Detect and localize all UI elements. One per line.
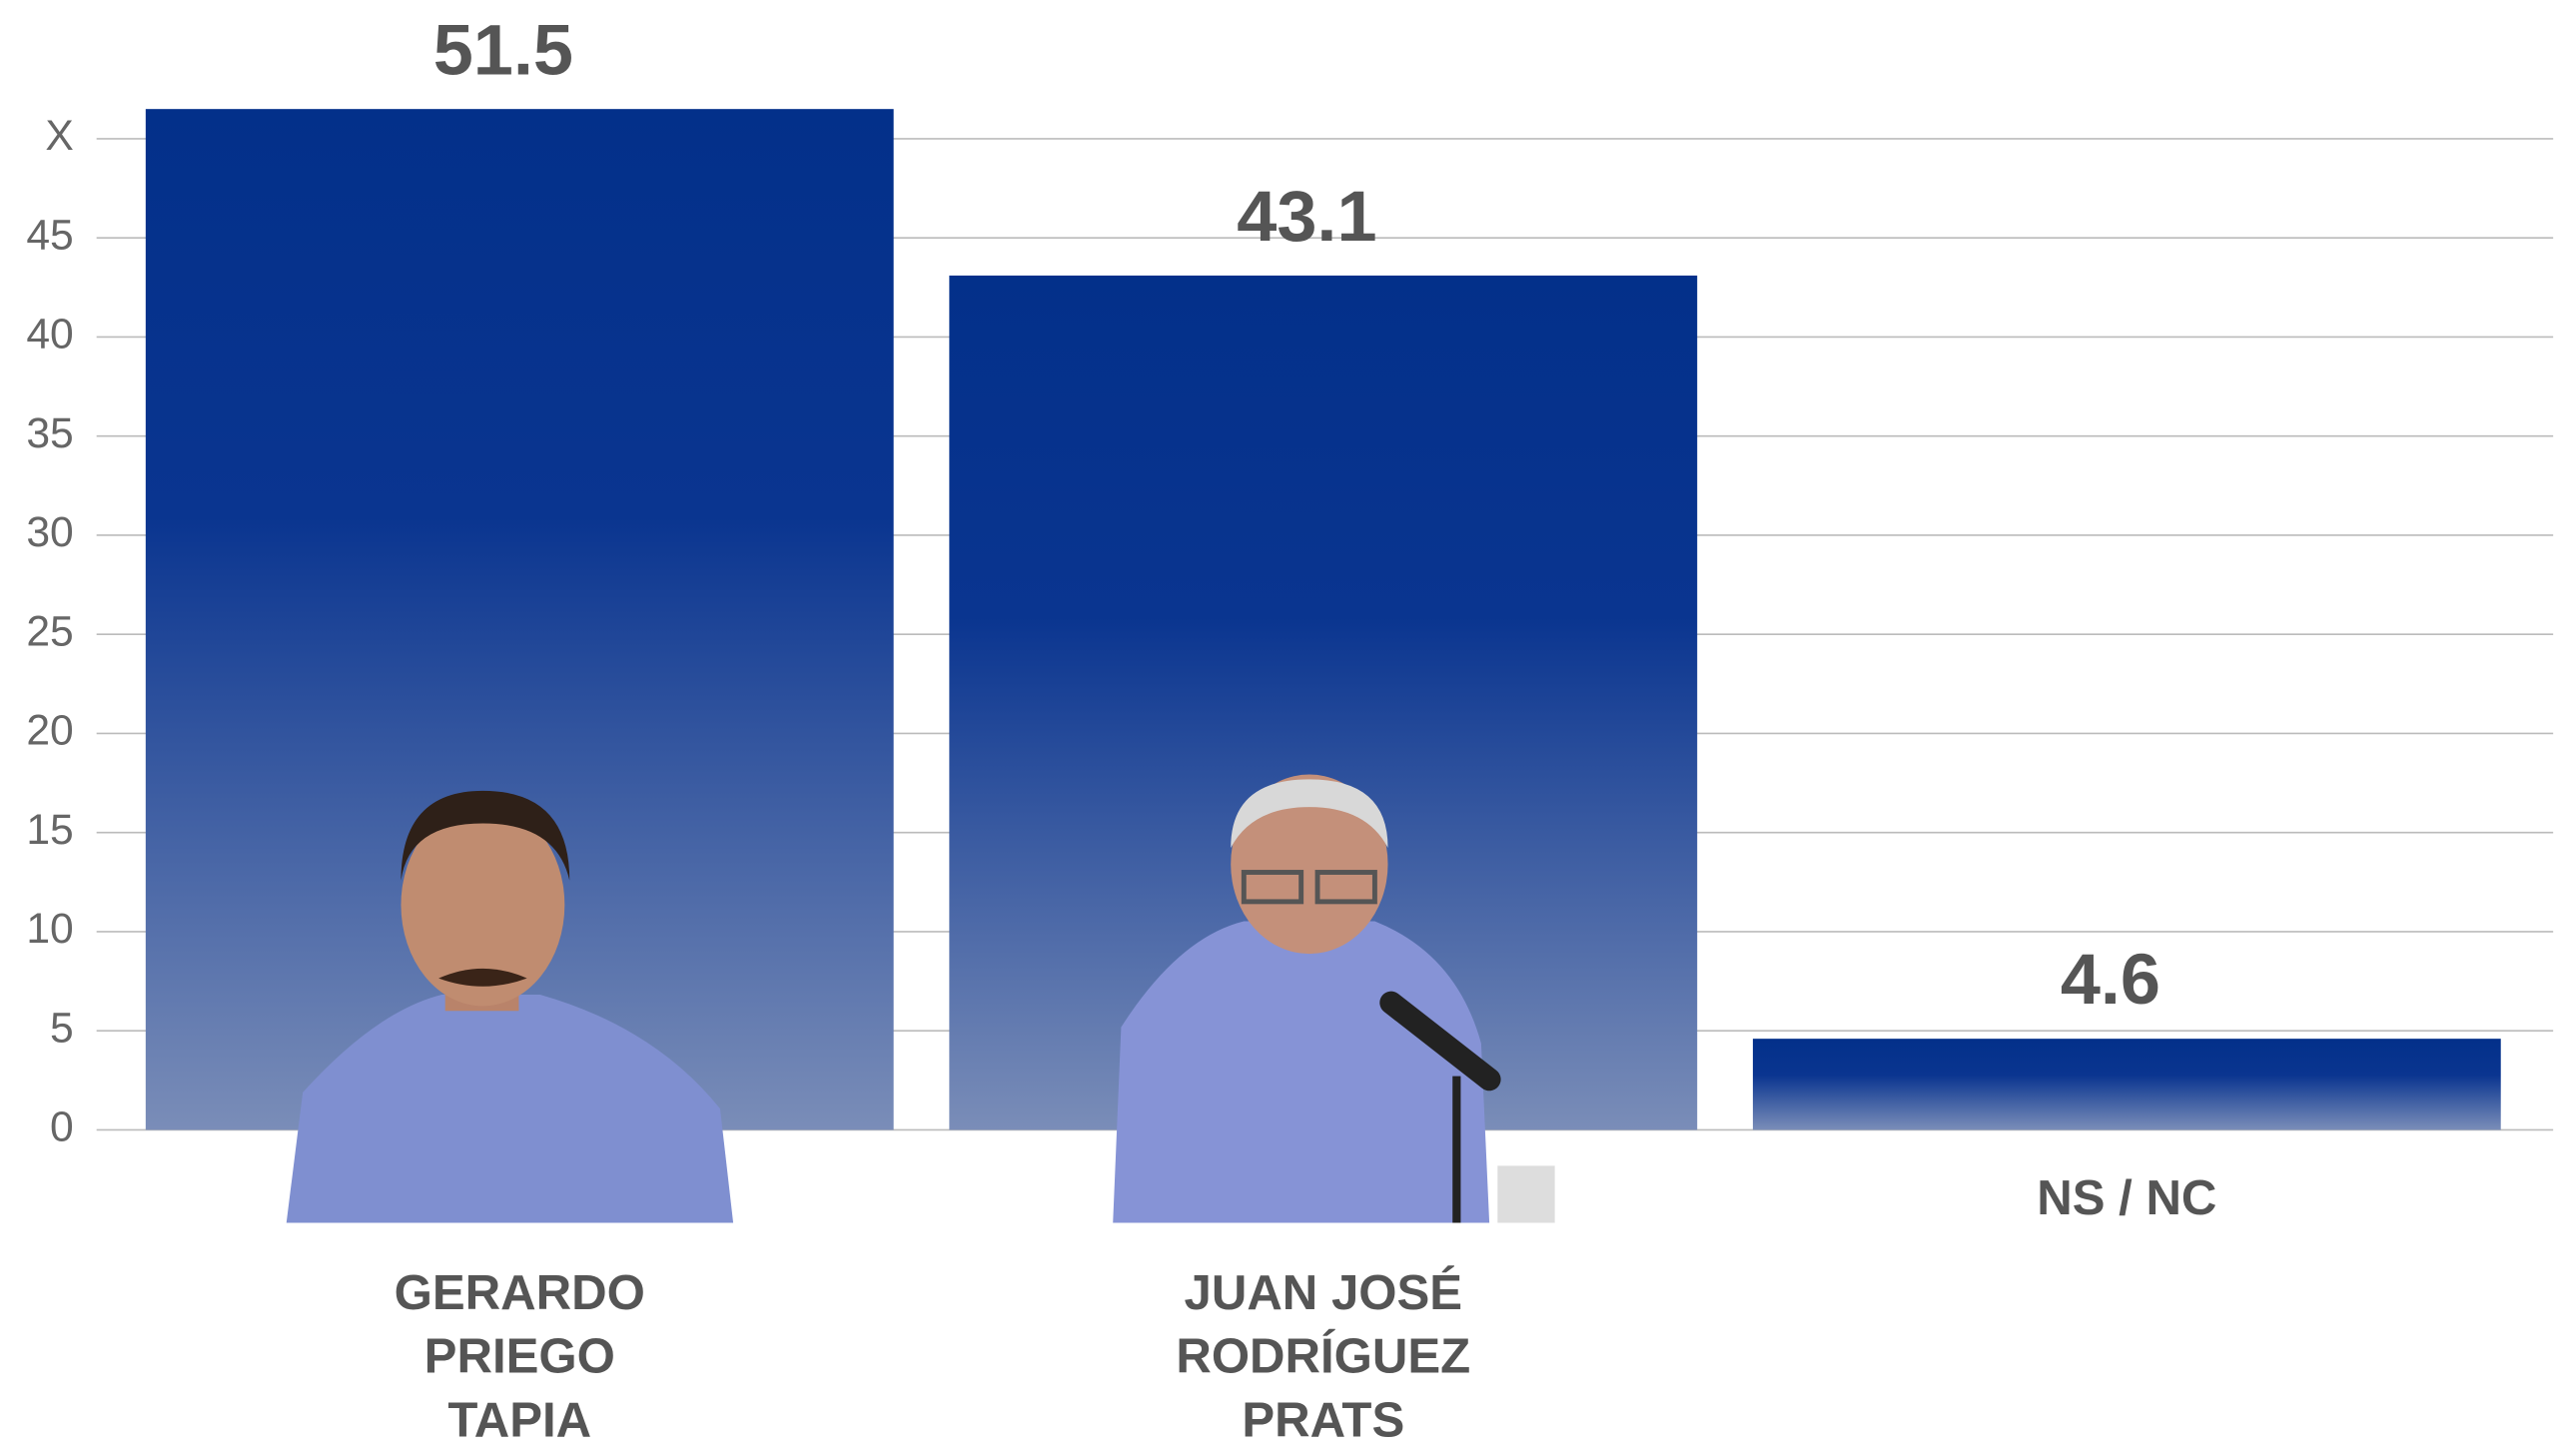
y-tick-label: 30 [26,509,73,556]
x-tick-label: GERARDO [395,1266,645,1320]
labels: 0 5 10 15 20 25 30 35 40 45 X 51.5 GERARDO PRIEGO TAPI… [26,10,2216,1447]
value-label: 51.5 [433,10,573,90]
x-tick-label: JUAN JOSÉ [1185,1264,1463,1320]
y-tick-label: 10 [26,906,73,953]
y-tick-label: 0 [50,1104,74,1151]
x-tick-label: PRATS [1242,1393,1404,1447]
x-tick-label: PRIEGO [425,1330,615,1384]
y-tick-label: 5 [50,1005,74,1052]
x-tick-label: RODRÍGUEZ [1176,1328,1470,1384]
value-label: 43.1 [1237,177,1376,257]
y-tick-label: 20 [26,708,73,755]
photo-candidate-1 [286,790,734,1223]
photos [286,774,1555,1223]
photo-candidate-2 [1113,774,1555,1223]
y-tick-label: 15 [26,807,73,854]
bar [1752,1039,2501,1130]
x-tick-label: TAPIA [447,1393,591,1447]
value-label: 4.6 [2061,940,2160,1020]
y-tick-label: 25 [26,608,73,655]
y-tick-label: X [45,113,73,160]
y-tick-label: 40 [26,312,73,359]
y-tick-label: 35 [26,410,73,457]
x-tick-label: NS / NC [2037,1171,2216,1225]
y-tick-label: 45 [26,212,73,259]
